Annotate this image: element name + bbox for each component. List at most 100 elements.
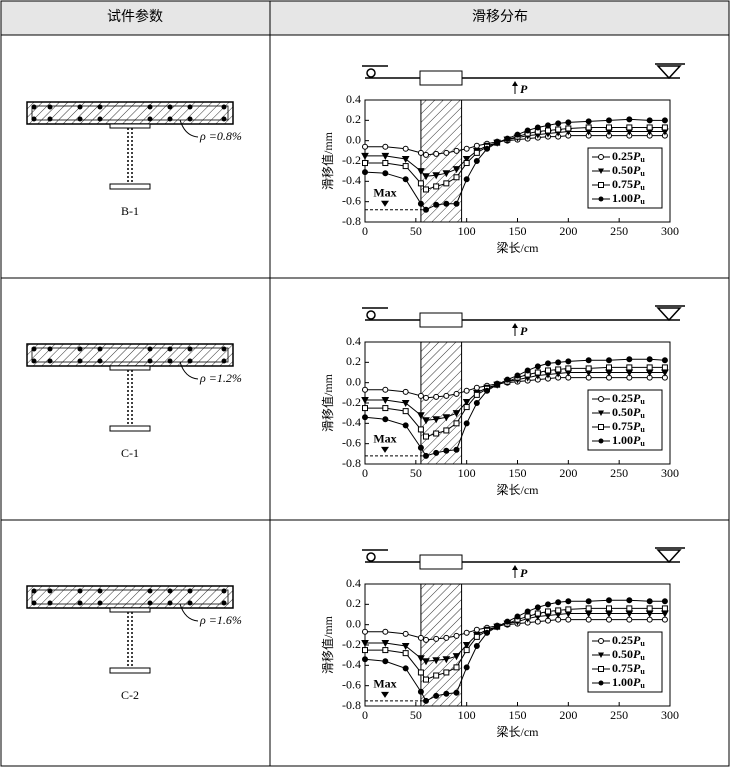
marker [598,666,604,672]
marker [514,613,521,620]
marker [524,367,531,374]
y-tick-label: -0.4 [342,173,361,187]
load-label: P [520,566,528,580]
marker [463,629,470,636]
marker [453,632,460,639]
rebar [167,104,173,110]
marker [401,643,410,651]
top-flange [109,607,151,613]
y-tick-label: -0.2 [342,637,361,651]
legend-label: 0.50Pu [612,405,645,420]
marker [646,616,653,623]
marker [423,186,429,193]
load-arrowhead [512,81,518,86]
marker [545,127,551,134]
marker [362,169,368,176]
rebar [47,104,53,110]
rebar [97,116,103,122]
marker [417,149,424,156]
header-cell: 试件参数 [107,8,163,25]
marker [453,147,460,154]
marker [463,404,470,411]
x-tick-label: 50 [410,708,422,722]
marker [606,357,612,364]
marker [463,160,470,167]
rebar [31,358,37,364]
rebar [221,600,227,606]
rebar [167,346,173,352]
marker [463,664,470,671]
marker [402,163,409,170]
marker [661,357,668,364]
marker [646,356,653,363]
marker [565,119,572,126]
marker [382,170,389,177]
max-label: Max [373,677,396,691]
marker [417,168,425,176]
x-tick-label: 200 [559,466,577,480]
marker [504,135,511,142]
load-label: P [520,82,528,96]
marker [463,176,470,183]
marker [381,152,390,160]
specimen-label: B-1 [121,204,139,218]
legend-label: 0.25Pu [612,391,645,406]
marker [524,127,531,134]
roller [366,68,376,78]
marker [423,433,429,440]
marker [545,601,551,608]
marker [382,386,389,393]
y-tick-label: -0.6 [342,435,361,449]
marker [433,430,440,437]
y-tick-label: -0.6 [342,193,361,207]
marker [598,638,604,644]
legend-label: 0.75Pu [612,177,645,192]
y-tick-label: 0.0 [346,616,361,630]
marker [382,416,389,423]
x-tick-label: 300 [661,466,679,480]
marker [555,126,562,133]
rebar [97,346,103,352]
legend-label: 0.25Pu [612,633,645,648]
load-block [419,554,463,570]
rebar [31,116,37,122]
pin-support [656,549,682,564]
header-bg [1,1,729,35]
rebar [187,358,193,364]
marker [382,658,389,665]
marker [585,616,592,623]
y-tick-label: -0.8 [342,214,361,228]
x-tick-label: 0 [362,466,368,480]
max-arrow [381,200,389,207]
marker [646,598,653,605]
marker [452,166,461,174]
load-label: P [520,324,528,338]
marker [402,630,409,637]
y-tick-label: 0.2 [346,596,361,610]
marker [443,634,450,641]
marker [626,616,633,623]
marker [417,444,424,451]
marker [453,689,460,696]
rebar [187,600,193,606]
marker [432,172,441,180]
x-tick-label: 100 [458,224,476,238]
marker [534,369,541,376]
legend-label: 0.25Pu [612,149,645,164]
marker [462,398,471,407]
marker [402,408,409,415]
marker [545,367,551,374]
marker [417,180,424,187]
slab-inner [31,589,229,605]
marker [443,392,450,399]
marker [452,410,461,418]
marker [452,653,461,661]
marker [494,381,501,388]
marker [442,414,451,422]
x-tick-label: 250 [610,466,628,480]
marker [362,414,368,421]
marker [402,176,409,183]
rebar [97,588,103,594]
x-axis-label: 梁长/cm [497,240,540,255]
